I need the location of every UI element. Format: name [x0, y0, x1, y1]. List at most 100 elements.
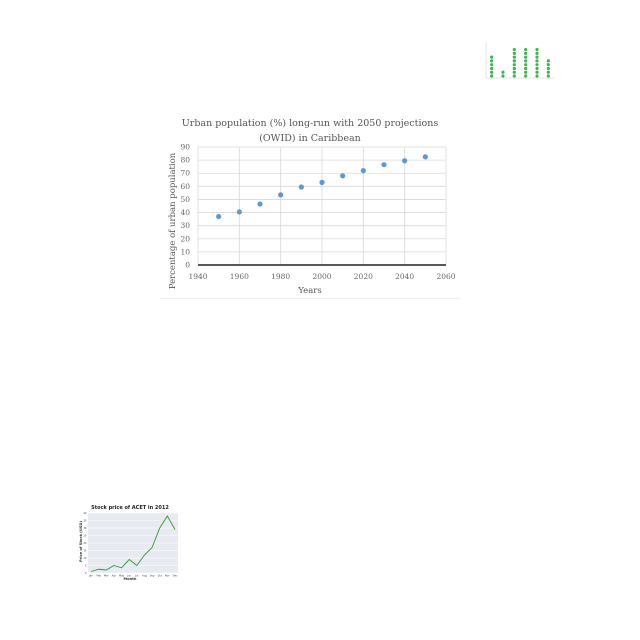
thumb-dot — [535, 63, 539, 67]
thumb-dot — [524, 63, 528, 67]
thumb-dot — [512, 51, 516, 55]
thumb-dot — [535, 47, 539, 52]
thumb-dot — [512, 47, 516, 52]
data-point — [216, 213, 222, 220]
chart-title-line-2: (OWID) in Caribbean — [259, 133, 361, 144]
chart-bottom-rule — [160, 298, 460, 299]
thumb-x-tick-label: Aug — [142, 574, 147, 578]
x-axis-label: Years — [298, 286, 322, 296]
thumb-y-tick-label: 10 — [83, 556, 87, 560]
y-tick-label: 20 — [180, 234, 190, 243]
thumb-y-tick-label: 25 — [83, 534, 87, 538]
y-tick-label: 0 — [185, 261, 190, 270]
thumb-dot — [490, 74, 494, 78]
thumbnail-stock-x-label: Month — [123, 577, 137, 581]
thumb-dot — [512, 55, 516, 59]
thumb-dot — [546, 66, 550, 71]
x-tick-label: 1940 — [188, 272, 207, 281]
stock-price-line — [90, 515, 176, 572]
thumb-x-tick-label: Jan — [88, 574, 93, 578]
thumb-dot — [524, 47, 528, 52]
y-tick-label: 70 — [180, 169, 190, 178]
urban-population-chart: Urban population (%) long-run with 2050 … — [160, 112, 460, 300]
thumb-dot — [535, 70, 539, 74]
thumb-x-tick-label: Sep — [150, 574, 155, 578]
x-tick-label: 2000 — [312, 272, 331, 281]
thumb-y-tick-label: 5 — [85, 564, 87, 568]
thumb-y-tick-label: 30 — [83, 526, 87, 530]
thumb-x-tick-label: Jul — [134, 574, 138, 578]
x-tick-label: 2040 — [395, 272, 414, 281]
thumbnail-stock-chart: Stock price of ACET in 2012 0 5 10 15 20 25 30… — [78, 504, 182, 584]
thumb-x-tick-label: Dec — [173, 574, 178, 578]
thumb-dot — [512, 66, 516, 71]
thumbnail-dot-plot — [485, 42, 554, 79]
y-tick-label: 90 — [180, 143, 190, 152]
chart-title-line-1: Urban population (%) long-run with 2050 … — [181, 118, 439, 129]
thumb-x-tick-label: May — [119, 574, 125, 578]
thumb-dot — [524, 51, 528, 55]
thumb-dot — [490, 66, 494, 71]
thumb-dot — [512, 70, 516, 74]
thumbnail-stock-y-label: Price of Stock (USD) — [79, 520, 83, 562]
thumb-dot — [524, 59, 528, 63]
main-plot-area: 0 10 20 30 40 50 60 70 80 90 1940 1960 1980 2000 2020 2… — [180, 143, 455, 282]
thumb-dot — [490, 59, 494, 63]
data-point — [236, 209, 242, 215]
data-point — [360, 168, 366, 174]
x-tick-label: 1980 — [271, 272, 290, 281]
thumb-dot — [546, 63, 550, 67]
thumb-x-tick-label: Mar — [104, 574, 110, 578]
y-tick-label: 30 — [180, 221, 190, 230]
thumb-dot — [535, 66, 539, 71]
x-tick-label: 1960 — [230, 272, 249, 281]
thumbnail-stock-plot: 0 5 10 15 20 25 30 35 40 Jan Feb Mar Apr May Jun Jul Aug… — [83, 511, 178, 578]
thumb-dot — [524, 55, 528, 59]
thumbnail-stock-title: Stock price of ACET in 2012 — [91, 505, 169, 511]
thumb-x-tick-label: Apr — [112, 574, 117, 578]
x-tick-label: 2020 — [354, 272, 373, 281]
thumb-x-tick-label: Feb — [96, 574, 101, 578]
data-point — [257, 201, 263, 207]
thumb-x-tick-label: Nov — [165, 574, 170, 578]
y-tick-label: 40 — [180, 208, 190, 217]
data-point — [381, 162, 387, 168]
thumb-dot — [546, 74, 550, 78]
data-point — [298, 184, 304, 190]
thumb-dot — [512, 59, 516, 63]
thumb-dot — [546, 59, 550, 63]
thumb-y-tick-label: 15 — [83, 549, 87, 553]
thumb-dot — [524, 70, 528, 74]
data-point — [402, 158, 408, 164]
thumb-dot — [512, 74, 516, 78]
thumb-dot — [501, 70, 505, 74]
thumbnail-dot-chart — [476, 34, 558, 88]
thumb-y-tick-label: 40 — [83, 511, 87, 515]
thumb-dot — [512, 63, 516, 67]
thumb-dot — [501, 74, 505, 78]
data-point — [319, 179, 325, 185]
thumb-dot — [535, 51, 539, 55]
data-point — [278, 192, 284, 198]
thumb-dot — [524, 66, 528, 71]
y-tick-label: 60 — [180, 182, 190, 191]
thumb-dot — [524, 74, 528, 78]
thumb-dot — [490, 70, 494, 74]
thumb-y-tick-label: 20 — [83, 541, 87, 545]
thumb-dot — [535, 59, 539, 63]
x-tick-label: 2060 — [436, 272, 455, 281]
thumb-dot — [535, 74, 539, 78]
data-point — [422, 154, 428, 160]
thumb-dot — [546, 70, 550, 74]
thumb-dot — [490, 55, 494, 59]
thumb-y-tick-label: 35 — [83, 519, 87, 523]
thumb-dot — [535, 55, 539, 59]
thumb-x-tick-label: Jun — [126, 574, 131, 578]
data-point — [340, 173, 346, 179]
thumb-y-tick-label: 0 — [85, 571, 87, 575]
y-tick-label: 50 — [180, 195, 190, 204]
thumb-x-tick-label: Oct — [158, 574, 162, 578]
y-tick-label: 10 — [180, 247, 190, 256]
thumb-dot — [490, 63, 494, 67]
y-tick-label: 80 — [180, 156, 190, 165]
